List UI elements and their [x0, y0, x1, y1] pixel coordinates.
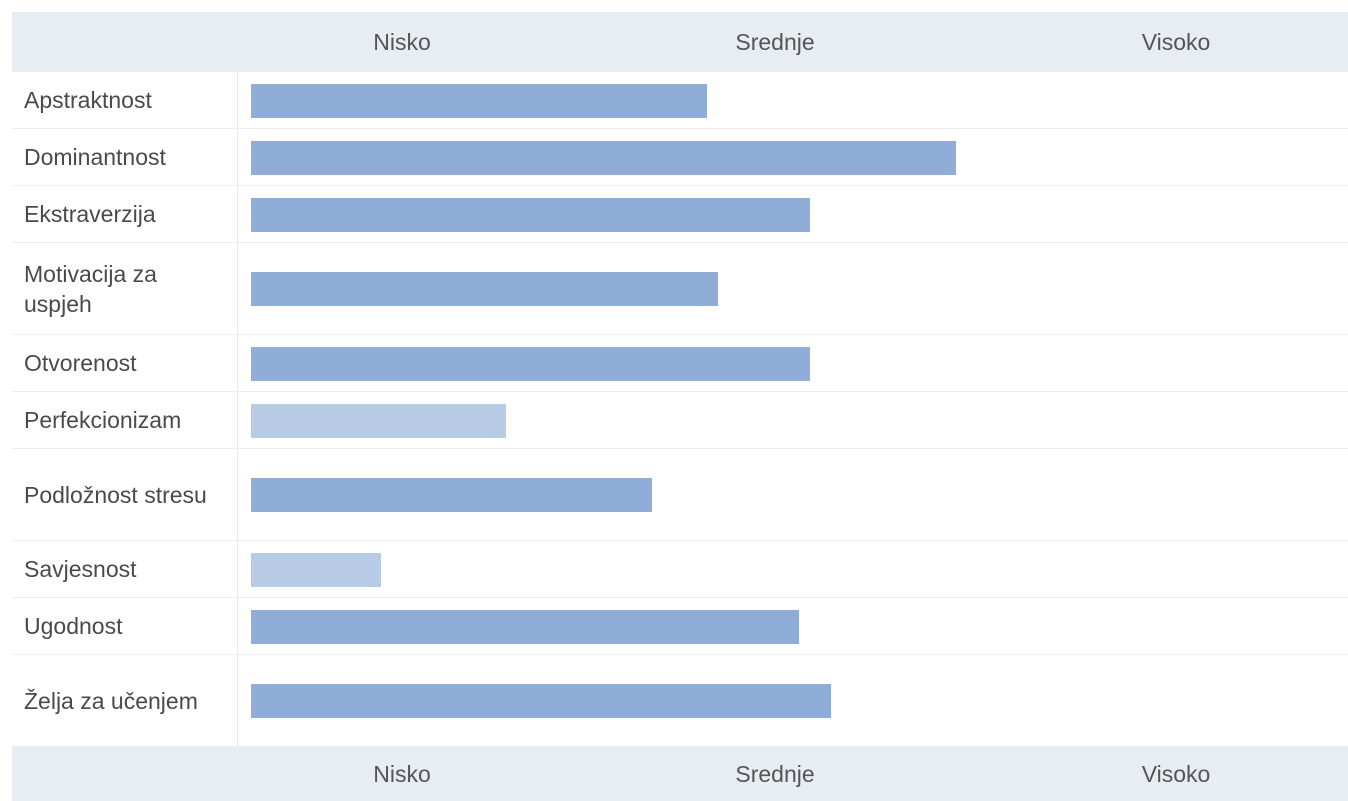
chart-row: Podložnost stresu — [12, 449, 1348, 541]
footer-level-medium: Srednje — [735, 760, 815, 787]
category-label: Otvorenost — [12, 335, 238, 391]
category-label: Perfekcionizam — [12, 392, 238, 448]
chart-row: Apstraktnost — [12, 72, 1348, 129]
chart-row: Motivacija za uspjeh — [12, 243, 1348, 335]
header-level-medium: Srednje — [735, 28, 815, 55]
chart-row: Ekstraverzija — [12, 186, 1348, 243]
bar — [251, 684, 831, 718]
chart-row: Dominantnost — [12, 129, 1348, 186]
bar — [251, 198, 810, 232]
category-label: Dominantnost — [12, 129, 238, 185]
bar — [251, 141, 956, 175]
footer-level-low: Nisko — [373, 760, 431, 787]
bar — [251, 347, 810, 381]
bar — [251, 84, 707, 118]
chart-row: Otvorenost — [12, 335, 1348, 392]
bar — [251, 272, 718, 306]
bar — [251, 404, 506, 438]
chart-header: Nisko Srednje Visoko — [12, 12, 1348, 72]
chart-row: Perfekcionizam — [12, 392, 1348, 449]
chart-row: Savjesnost — [12, 541, 1348, 598]
category-label: Motivacija za uspjeh — [12, 243, 238, 334]
footer-level-high: Visoko — [1141, 760, 1211, 787]
category-label: Savjesnost — [12, 541, 238, 597]
chart-row: Želja za učenjem — [12, 655, 1348, 747]
chart-footer: Nisko Srednje Visoko — [12, 747, 1348, 801]
category-label: Podložnost stresu — [12, 449, 238, 540]
category-label: Apstraktnost — [12, 72, 238, 128]
header-level-high: Visoko — [1141, 28, 1211, 55]
bar — [251, 478, 652, 512]
category-label: Želja za učenjem — [12, 655, 238, 746]
category-label: Ekstraverzija — [12, 186, 238, 242]
bar — [251, 553, 381, 587]
trait-bar-chart: Nisko Srednje Visoko Apstraktnost Dominan… — [12, 12, 1348, 801]
chart-row: Ugodnost — [12, 598, 1348, 655]
header-level-low: Nisko — [373, 28, 431, 55]
category-label: Ugodnost — [12, 598, 238, 654]
chart-rows: Apstraktnost Dominantnost Ekstraverzija Mot… — [12, 72, 1348, 747]
bar — [251, 610, 799, 644]
